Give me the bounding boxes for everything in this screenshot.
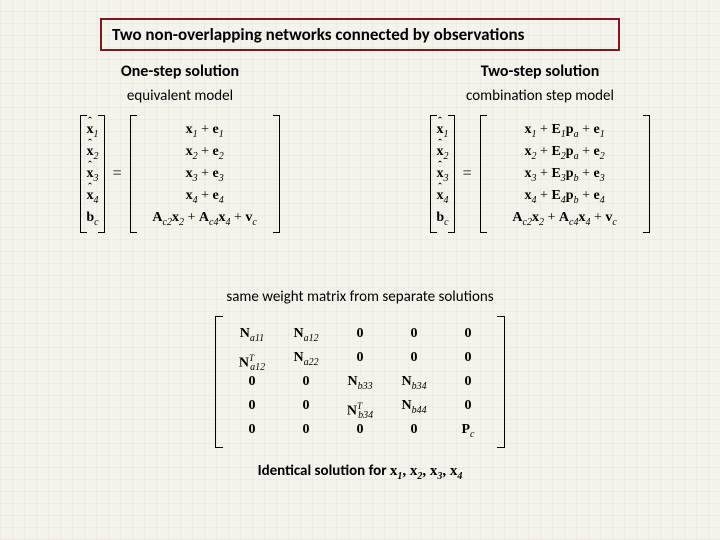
equals-sign: =	[113, 165, 122, 183]
left-equation: x1 x2 x3 x4 bc = x1 + e1 x2 + e2 x3 + e3…	[0, 115, 360, 233]
title-text: Two non-overlapping networks connected b…	[112, 24, 524, 45]
right-state-vector: x1 x2 x3 x4 bc	[430, 115, 454, 233]
title-box: Two non-overlapping networks connected b…	[100, 18, 620, 51]
equals-sign: =	[463, 165, 472, 183]
left-subheading: equivalent model	[0, 87, 360, 105]
right-column: Two-step solution combination step model…	[360, 62, 720, 233]
weight-matrix: Na11 Na12 0 0 0 NTa12 Na22 0 0 0 0 0 Nb3…	[0, 316, 720, 448]
bottom-text: Identical solution for	[258, 462, 390, 480]
mid-caption: same weight matrix from separate solutio…	[0, 288, 720, 306]
left-heading: One-step solution	[0, 62, 360, 81]
right-equation: x1 x2 x3 x4 bc = x1 + E1pa + e1 x2 + E2p…	[360, 115, 720, 233]
right-heading: Two-step solution	[360, 62, 720, 81]
left-rhs-vector: x1 + e1 x2 + e2 x3 + e3 x4 + e4 Ac2x2 + …	[130, 115, 280, 233]
right-subheading: combination step model	[360, 87, 720, 105]
right-rhs-vector: x1 + E1pa + e1 x2 + E2pa + e2 x3 + E3pb …	[480, 115, 650, 233]
bottom-statement: Identical solution for x1, x2, x3, x4	[0, 462, 720, 482]
left-column: One-step solution equivalent model x1 x2…	[0, 62, 360, 233]
bottom-vars: x1, x2, x3, x4	[390, 463, 463, 479]
left-state-vector: x1 x2 x3 x4 bc	[80, 115, 104, 233]
columns: One-step solution equivalent model x1 x2…	[0, 62, 720, 233]
